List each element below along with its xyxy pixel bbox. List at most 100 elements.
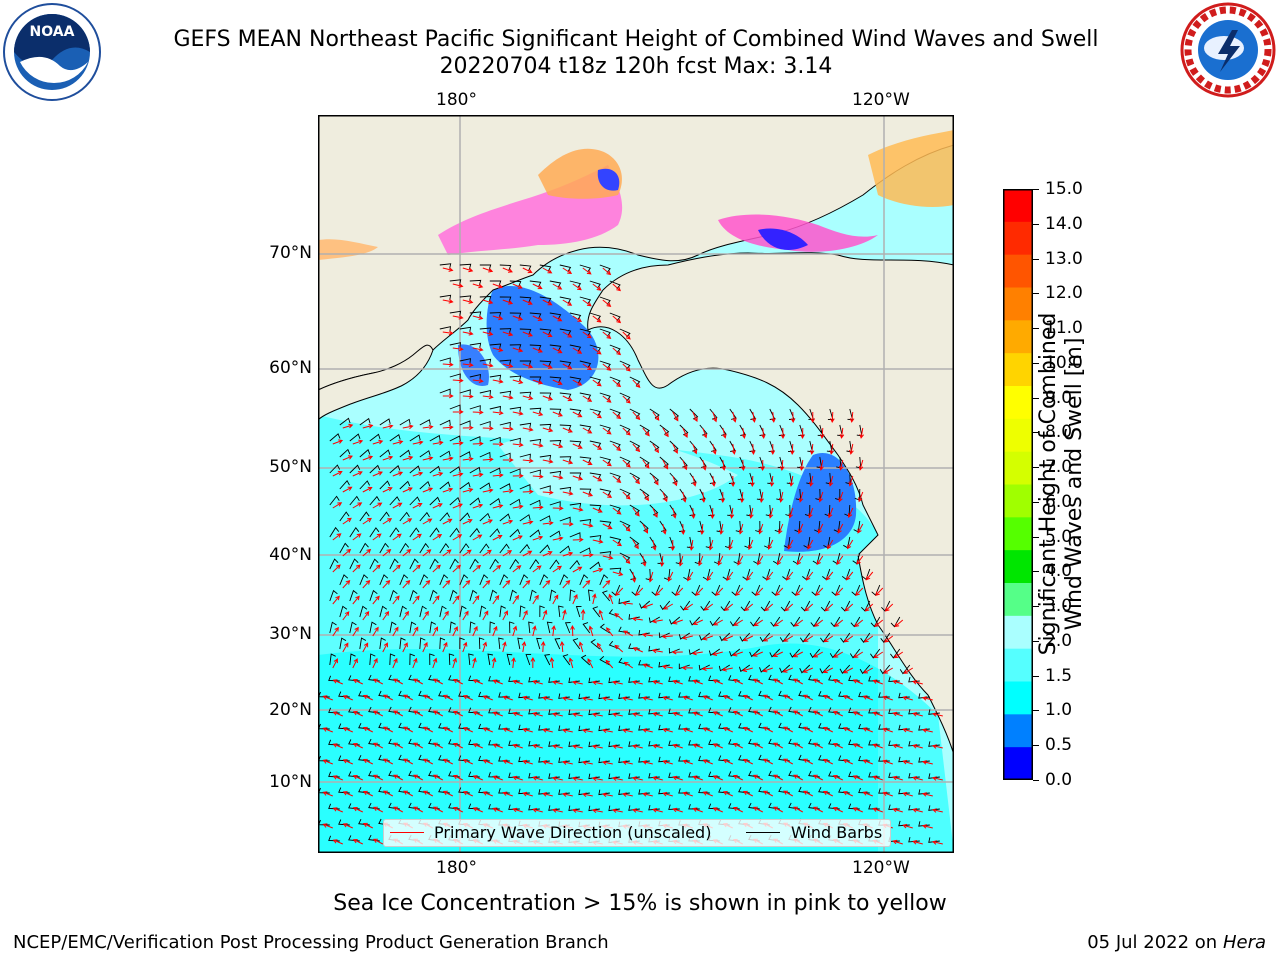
wind-barb: [589, 312, 602, 321]
wind-barb: [549, 408, 562, 415]
wave-direction-arrow: [611, 680, 623, 685]
wave-direction-arrow: [882, 695, 893, 701]
wave-direction-arrow: [753, 619, 764, 627]
wave-direction-arrow: [552, 565, 562, 573]
kamchatka-land: [318, 344, 434, 421]
wave-direction-arrow: [689, 539, 694, 551]
wind-barb: [739, 456, 745, 468]
lat-tick-10n: 10°N: [269, 772, 312, 792]
wave-direction-arrow: [342, 517, 352, 525]
wave-direction-arrow: [730, 475, 736, 488]
wave-direction-arrow: [512, 315, 524, 321]
wind-barb: [439, 263, 452, 269]
wind-barb: [668, 708, 680, 714]
wind-barb: [489, 528, 500, 538]
wave-direction-arrow: [512, 711, 523, 717]
wave-direction-arrow: [403, 694, 414, 701]
wave-direction-arrow: [522, 695, 533, 701]
wind-barb: [619, 488, 631, 498]
wind-barbs-legend-line: [746, 832, 780, 833]
wind-barb: [439, 543, 450, 554]
footer-branch: NCEP/EMC/Verification Post Processing Pr…: [13, 932, 609, 953]
colorbar-tick-label: 13.0: [1045, 248, 1083, 269]
wind-barb: [609, 376, 621, 385]
wind-barb: [439, 481, 451, 490]
wave-direction-arrow: [482, 641, 488, 653]
wave-direction-arrow: [692, 711, 703, 717]
wave-direction-arrow: [462, 299, 474, 304]
wave-direction-arrow: [852, 679, 863, 685]
wave-direction-arrow: [452, 710, 464, 717]
wave-direction-arrow: [462, 487, 474, 493]
wind-barb: [799, 664, 811, 674]
wind-barb: [519, 484, 531, 490]
wave-direction-arrow: [492, 679, 503, 685]
wind-barb: [888, 772, 900, 778]
wave-direction-arrow: [492, 534, 503, 541]
wave-direction-arrow: [502, 695, 513, 701]
wave-direction-arrow: [492, 625, 498, 637]
wave-direction-arrow: [532, 807, 543, 813]
wave-direction-arrow: [721, 667, 733, 672]
wind-barb: [729, 616, 741, 627]
wind-barb: [459, 420, 471, 426]
wind-barb: [868, 740, 880, 746]
wave-direction-arrow: [372, 742, 384, 749]
wave-direction-arrow: [452, 534, 463, 541]
wave-direction-arrow: [532, 283, 543, 290]
wind-barb: [549, 344, 562, 351]
wave-direction-arrow: [482, 425, 494, 431]
wave-direction-arrow: [884, 603, 894, 612]
wave-direction-arrow: [912, 808, 923, 813]
colorbar-tick-mark: [1033, 223, 1039, 225]
wind-barb: [539, 328, 552, 335]
wave-direction-arrow: [702, 459, 707, 471]
wind-barb: [519, 328, 532, 335]
wind-barb: [679, 456, 688, 468]
wind-barb: [429, 653, 435, 666]
lat-tick-60n: 60°N: [269, 358, 312, 378]
wind-barb: [608, 773, 620, 780]
wave-direction-arrow: [582, 395, 593, 402]
wave-direction-arrow: [680, 523, 686, 536]
wind-barb: [525, 654, 532, 666]
wave-direction-arrow: [622, 459, 631, 468]
wave-direction-arrow: [631, 616, 643, 622]
wave-direction-arrow: [572, 315, 582, 322]
wind-barb: [439, 574, 449, 586]
wave-band-0-0m-bering: [458, 344, 489, 386]
wind-barb: [688, 648, 701, 655]
wave-direction-arrow: [733, 619, 744, 626]
wave-direction-arrow: [522, 363, 534, 369]
wave-direction-arrow: [532, 411, 544, 417]
wave-direction-arrow: [819, 459, 824, 471]
wave-direction-arrow: [412, 657, 418, 669]
wave-direction-arrow: [712, 743, 723, 749]
map-border: [317, 114, 955, 854]
wave-direction-arrow: [522, 520, 534, 525]
wind-barb: [559, 545, 571, 554]
wave-direction-arrow: [892, 807, 903, 813]
wave-direction-arrow: [662, 523, 667, 535]
wave-direction-arrow: [612, 315, 622, 324]
wave-direction-arrow: [702, 695, 713, 701]
wave-direction-arrow: [482, 299, 494, 305]
colorbar-tick-label: 3.0: [1045, 596, 1073, 617]
wave-direction-arrow: [362, 790, 374, 797]
wind-barb: [529, 280, 542, 287]
wave-direction-arrow: [798, 491, 804, 503]
wind-barb: [898, 788, 910, 795]
wave-direction-arrow: [332, 439, 344, 445]
wave-direction-arrow: [562, 579, 571, 589]
wave-direction-arrow: [442, 579, 451, 589]
wind-barb: [678, 756, 690, 762]
wave-direction-arrow: [818, 491, 824, 503]
wind-barb: [799, 632, 811, 643]
wind-barb: [879, 664, 891, 675]
wind-barb: [619, 424, 631, 434]
wave-direction-arrow: [672, 411, 679, 422]
wind-barb: [588, 677, 600, 684]
colorbar-tick-label: 0.0: [1045, 770, 1073, 790]
wave-direction-arrow: [462, 579, 471, 589]
wind-barb: [548, 677, 560, 683]
